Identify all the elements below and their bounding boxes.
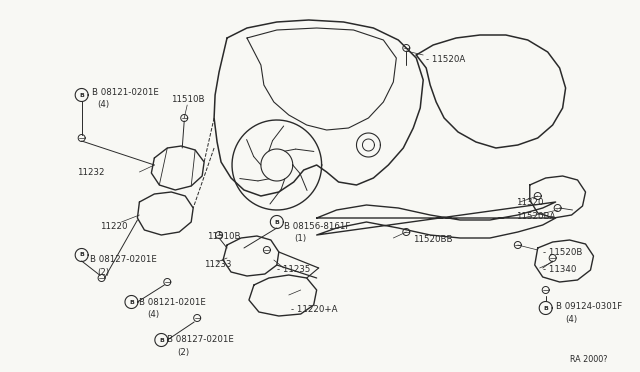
Text: RA 2000?: RA 2000? [570,355,607,364]
Text: (1): (1) [294,234,306,243]
Text: B: B [79,93,84,97]
Text: B 08156-8161F: B 08156-8161F [284,222,350,231]
Text: 11520BB: 11520BB [413,235,452,244]
Text: B 08127-0201E: B 08127-0201E [90,255,157,264]
Text: 11520BA: 11520BA [516,212,555,221]
Text: 11220: 11220 [100,222,127,231]
Text: B: B [543,305,548,311]
Text: B 08121-0201E: B 08121-0201E [140,298,206,307]
Text: B: B [129,299,134,305]
Text: (4): (4) [566,315,578,324]
Text: B 08121-0201E: B 08121-0201E [92,88,159,97]
Text: - 11340: - 11340 [543,265,576,274]
Text: 11510B: 11510B [207,232,241,241]
Text: B 09124-0301F: B 09124-0301F [556,302,622,311]
Text: 11510B: 11510B [172,95,205,104]
Text: B: B [275,219,279,224]
Text: B: B [79,253,84,257]
Text: (4): (4) [97,100,109,109]
Text: (2): (2) [177,348,189,357]
Text: 11233: 11233 [204,260,232,269]
Text: 11320: 11320 [516,198,543,207]
Text: - 11520B: - 11520B [543,248,582,257]
Text: B 08127-0201E: B 08127-0201E [167,335,234,344]
Text: - 11220+A: - 11220+A [291,305,337,314]
Text: (4): (4) [147,310,159,319]
Text: 11232: 11232 [77,167,104,176]
Text: - 11235: - 11235 [277,265,310,274]
Text: B: B [159,337,164,343]
Text: (2): (2) [97,268,109,277]
Text: - 11520A: - 11520A [426,55,465,64]
